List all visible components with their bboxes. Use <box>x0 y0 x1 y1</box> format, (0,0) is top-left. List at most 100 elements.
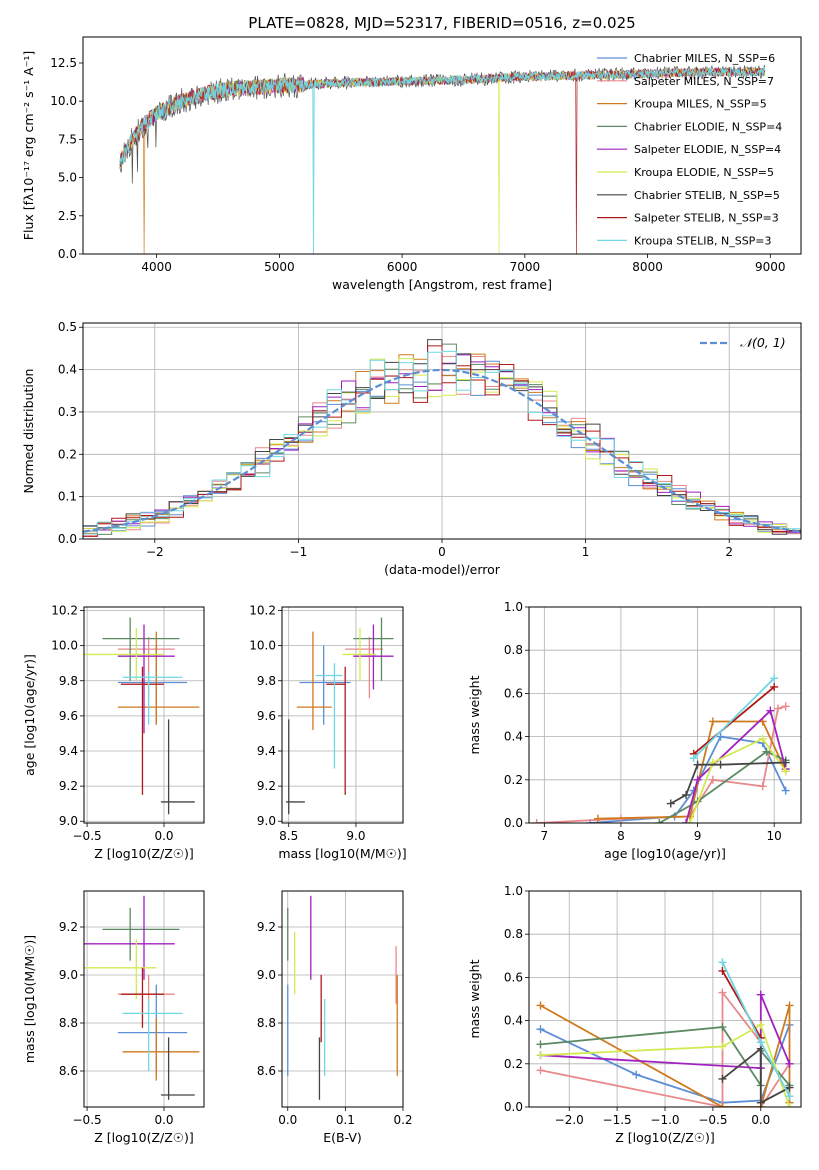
x-axis-label: Z [log10(Z/Z☉)] <box>615 1130 715 1145</box>
weight-line-3 <box>658 750 787 823</box>
y-tick-label: 9.6 <box>59 709 78 723</box>
axes-frame <box>82 36 802 255</box>
weight-marker <box>785 1059 794 1068</box>
plot-area <box>532 674 790 823</box>
x-tick-label: 10 <box>767 829 782 843</box>
y-tick-label: 9.8 <box>59 674 78 688</box>
y-tick-label: 0.0 <box>504 816 523 830</box>
y-axis-label: mass weight <box>467 959 482 1038</box>
x-tick-label: −0.5 <box>73 1113 102 1127</box>
spectrum-line-8 <box>119 66 766 254</box>
weight-marker <box>718 1023 727 1032</box>
legend-label: 𝒩(0, 1) <box>740 335 786 350</box>
y-tick-label: 10.2 <box>249 604 276 618</box>
plot-area <box>536 958 794 1107</box>
weight-line-4 <box>540 994 791 1070</box>
weight-marker <box>770 682 779 691</box>
x-axis-label: wavelength [Angstrom, rest frame] <box>332 277 552 292</box>
y-tick-label: 2.5 <box>58 209 77 223</box>
y-tick-label: 9.2 <box>257 920 276 934</box>
y-tick-label: 0.0 <box>58 532 77 546</box>
y-tick-label: 9.2 <box>59 779 78 793</box>
y-tick-label: 0.6 <box>504 970 523 984</box>
age-vs-metallicity-panel: −0.5 0.0 9.0 9.2 9.4 9.6 9.8 10.0 10.2 Z [log10(Z… <box>22 604 205 861</box>
y-tick-label: 9.0 <box>59 968 78 982</box>
y-tick-label: 9.0 <box>257 968 276 982</box>
chart-title: PLATE=0828, MJD=52317, FIBERID=0516, z=0… <box>248 14 635 32</box>
x-tick-label: 4000 <box>141 260 172 274</box>
weight-marker <box>718 1074 727 1083</box>
legend-label: Chabrier ELODIE, N_SSP=4 <box>634 120 782 133</box>
weight-marker <box>682 790 691 799</box>
x-tick-label: 6000 <box>387 260 418 274</box>
y-tick-label: 8.8 <box>257 1016 276 1030</box>
weight-marker <box>655 819 664 823</box>
residuals-panel: −2 −1 0 1 2 0.0 0.1 0.2 0.3 0.4 0.5 (data-model)/er… <box>21 320 802 577</box>
axes-frame <box>281 606 404 824</box>
weight-marker <box>785 1083 794 1092</box>
y-tick-label: 8.6 <box>59 1064 78 1078</box>
weight-marker <box>756 1098 765 1107</box>
weight-line-7 <box>693 686 775 755</box>
weight-marker <box>689 754 698 763</box>
weight-line-5 <box>540 1023 791 1107</box>
y-tick-label: 10.0 <box>50 94 77 108</box>
axes-frame <box>83 606 205 824</box>
weight-line-5 <box>689 737 787 823</box>
weight-marker <box>682 819 691 823</box>
legend-label: Salpeter STELIB, N_SSP=3 <box>634 212 779 225</box>
normal-reference-curve <box>83 368 801 533</box>
weight-marker <box>785 1103 794 1107</box>
x-axis-label: Z [log10(Z/Z☉)] <box>94 846 194 861</box>
weight-marker <box>693 760 702 769</box>
y-axis-label: age [log10(age/yr)] <box>22 654 37 776</box>
axes-frame <box>281 890 404 1108</box>
weight-marker <box>536 1066 545 1075</box>
x-tick-label: 8000 <box>632 260 663 274</box>
y-tick-label: 0.0 <box>58 247 77 261</box>
weight-marker <box>718 988 727 997</box>
spectrum-legend: Chabrier MILES, N_SSP=6 Salpeter MILES, N… <box>597 52 782 247</box>
x-tick-label: 9.0 <box>346 829 365 843</box>
weight-marker <box>718 958 727 967</box>
y-tick-label: 10.0 <box>249 639 276 653</box>
x-tick-label: 1 <box>582 545 590 559</box>
weight-marker <box>785 1001 794 1010</box>
weight-marker <box>536 1051 545 1060</box>
weight-line-8 <box>693 677 775 759</box>
x-tick-label: 7 <box>541 829 549 843</box>
plot-area <box>286 617 394 815</box>
x-tick-label: −1.5 <box>603 1113 632 1127</box>
y-tick-label: 10.2 <box>51 604 78 618</box>
weight-marker <box>708 717 717 726</box>
y-tick-label: 0.5 <box>58 320 77 334</box>
spectrum-panel: 4000 5000 6000 7000 8000 9000 0.0 2.5 5.0 7.5 10.0… <box>21 14 802 292</box>
weight-marker <box>758 734 767 743</box>
weight-marker <box>632 1070 641 1079</box>
weight-marker <box>718 966 727 975</box>
y-tick-label: 0.4 <box>504 1014 523 1028</box>
weight-vs-metallicity-panel: −2.0 −1.5 −1.0 −0.5 0.0 0.0 0.2 0.4 0.6 0.8 1.0 Z [… <box>467 884 802 1145</box>
plot-area <box>84 895 200 1100</box>
y-tick-label: 7.5 <box>58 132 77 146</box>
x-tick-label: 0.0 <box>278 1113 297 1127</box>
weight-marker <box>536 1001 545 1010</box>
plot-area <box>83 339 801 538</box>
weight-marker <box>718 1103 727 1107</box>
x-tick-label: 8.5 <box>279 829 298 843</box>
weight-marker <box>770 674 779 683</box>
weight-marker <box>693 775 702 784</box>
x-tick-label: −0.5 <box>73 829 102 843</box>
y-tick-label: 10.0 <box>51 639 78 653</box>
y-tick-label: 0.1 <box>58 490 77 504</box>
x-tick-label: −1.0 <box>650 1113 679 1127</box>
plot-area <box>119 64 766 254</box>
y-tick-label: 0.4 <box>504 730 523 744</box>
y-tick-label: 0.2 <box>504 1057 523 1071</box>
y-tick-label: 8.8 <box>59 1016 78 1030</box>
weight-marker <box>781 702 790 711</box>
y-tick-label: 5.0 <box>58 171 77 185</box>
weight-marker <box>781 758 790 767</box>
x-tick-label: 7000 <box>510 260 541 274</box>
